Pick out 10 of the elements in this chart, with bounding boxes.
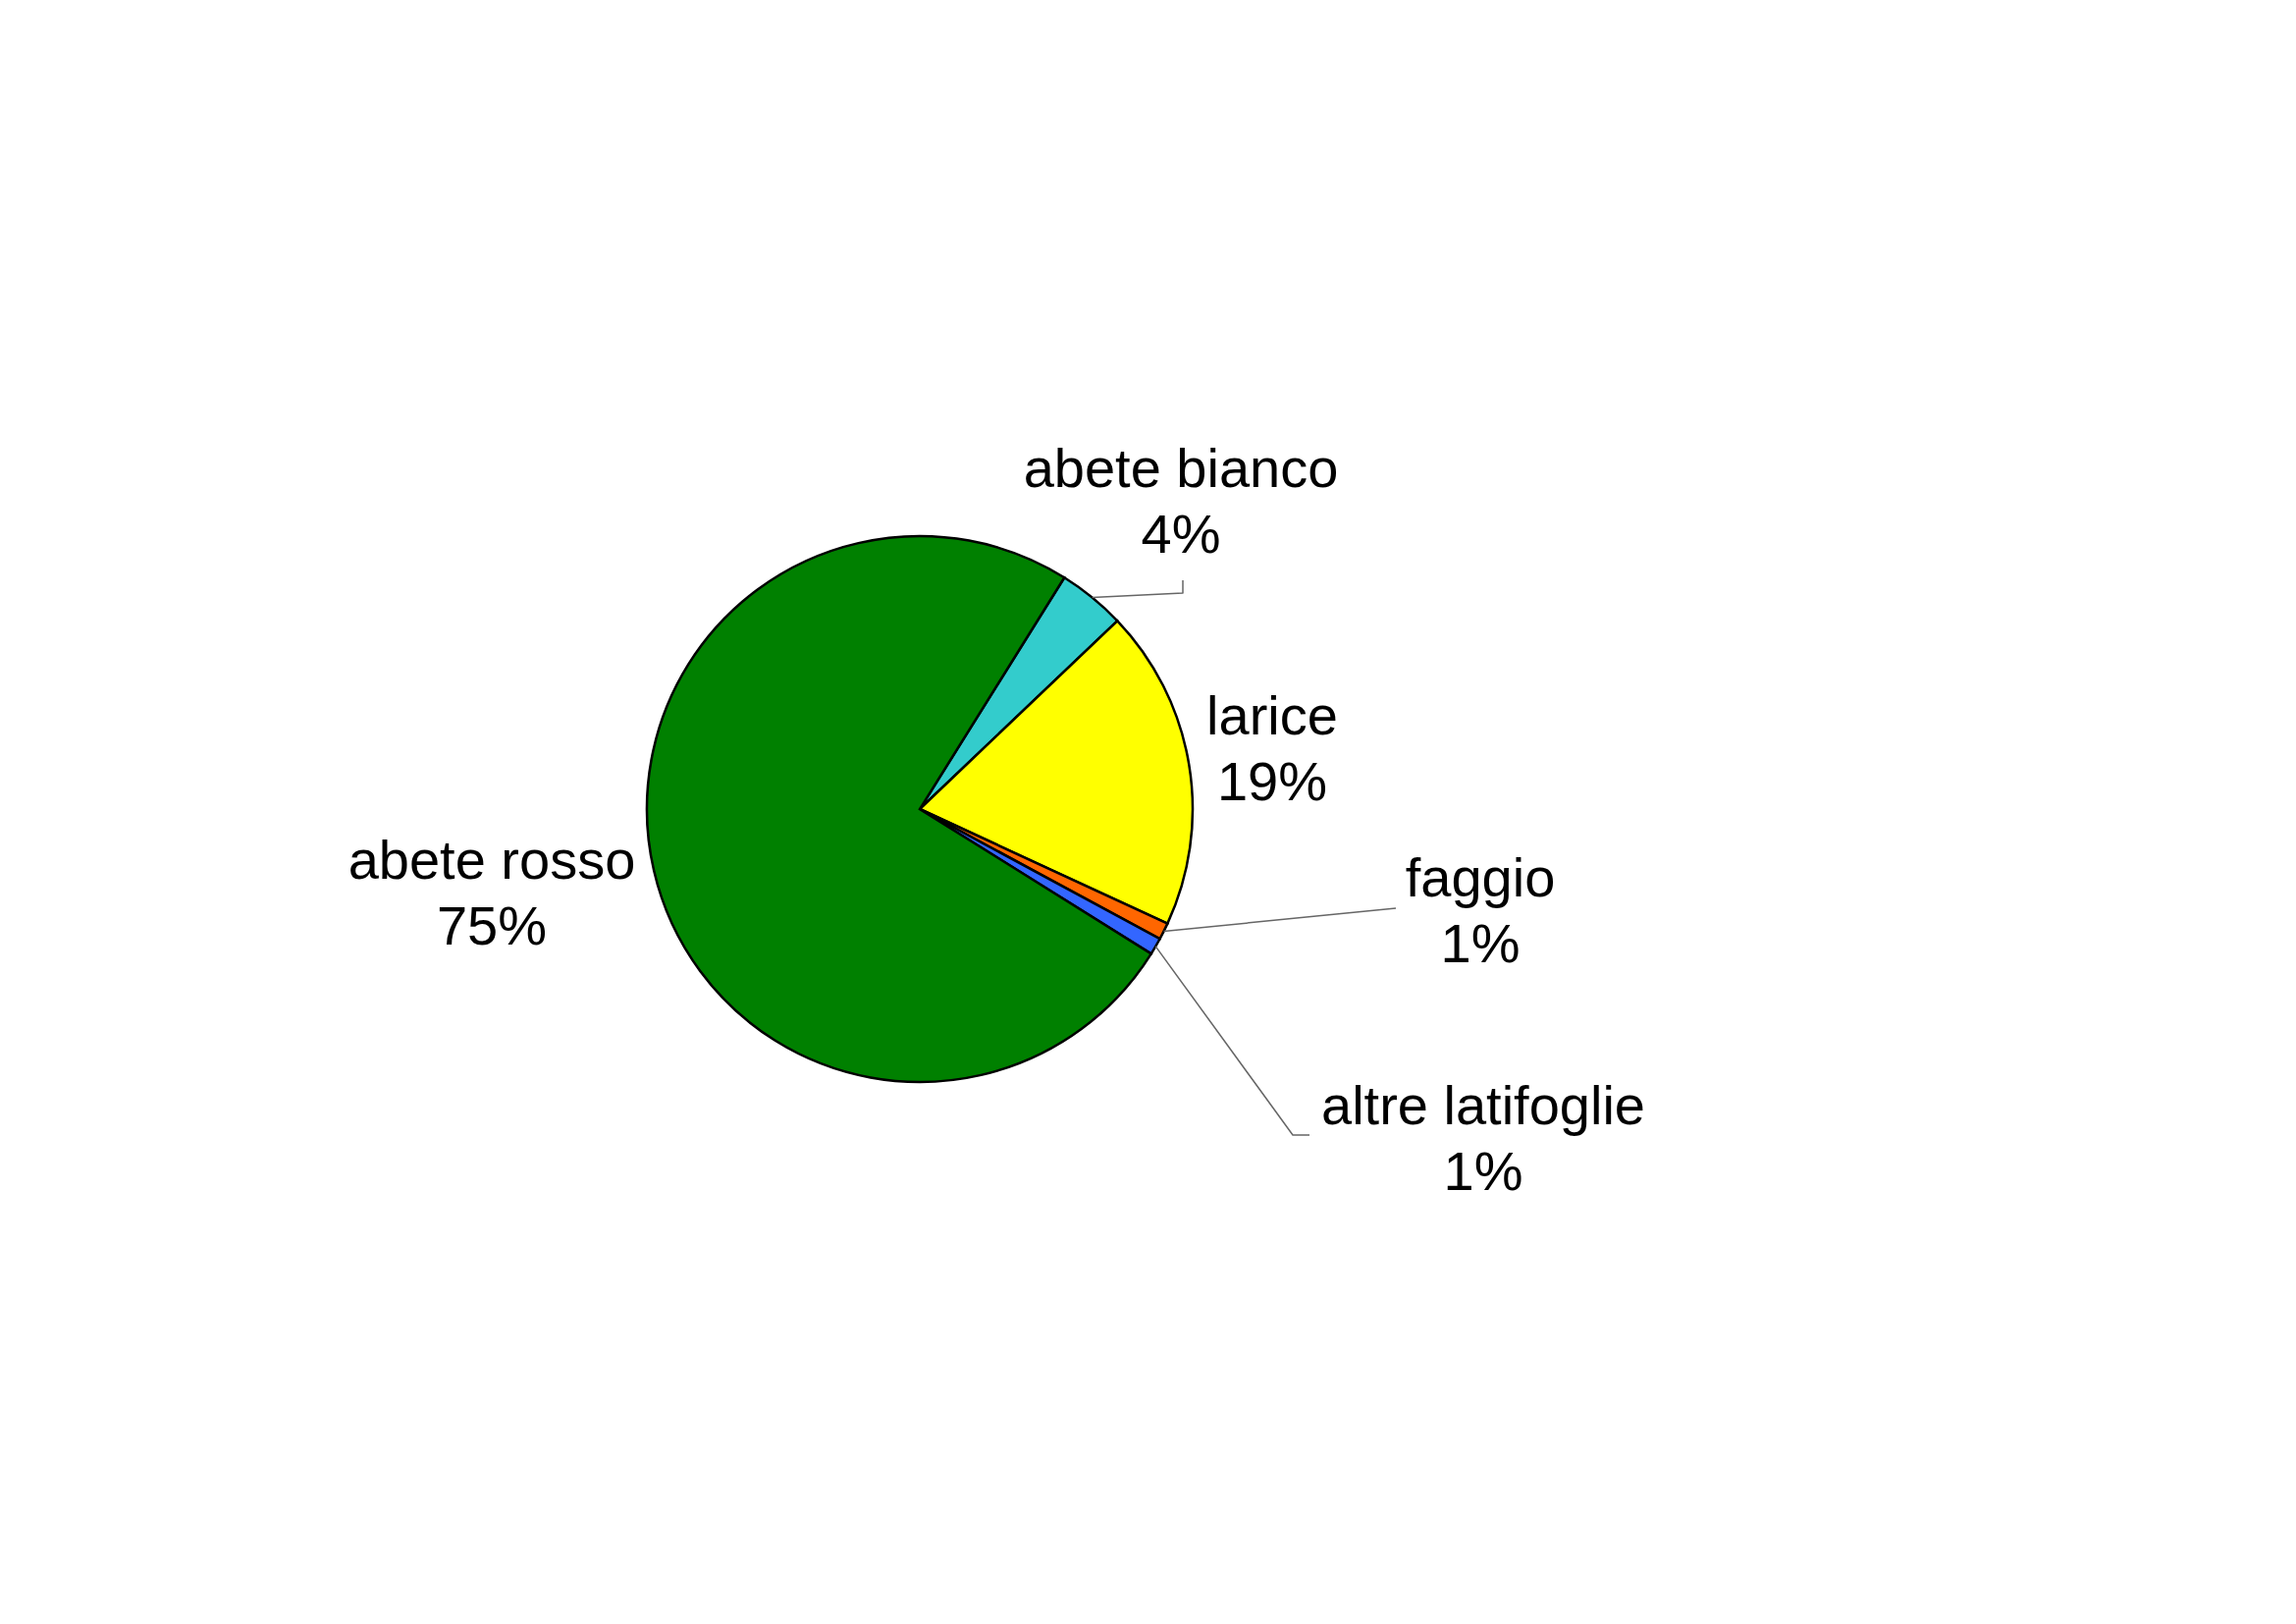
slice-label: faggio [1405,845,1556,907]
slice-label: abete rosso [347,828,636,890]
data-label: 1% [1443,1139,1523,1201]
data-label: 4% [1141,502,1221,564]
data-label: 1% [1440,911,1521,973]
slice-label: larice [1206,683,1338,745]
slice-label: altre latifoglie [1321,1073,1645,1135]
data-label: 75% [436,893,548,955]
data-label: 19% [1216,749,1328,811]
slice-label: abete bianco [1023,436,1339,498]
